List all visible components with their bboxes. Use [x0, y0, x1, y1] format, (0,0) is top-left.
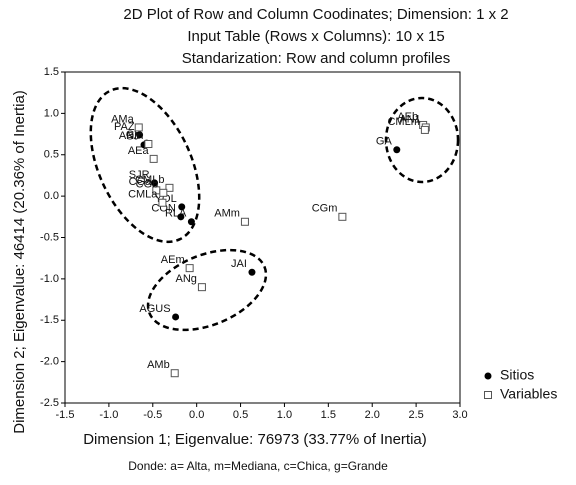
point-label: GA [376, 136, 393, 148]
point [170, 369, 179, 378]
point [248, 268, 256, 276]
y-tick-label: -2.0 [40, 356, 59, 368]
x-tick-label: 0.0 [189, 409, 204, 421]
x-tick-label: 2.5 [408, 409, 423, 421]
point [172, 313, 180, 321]
point [185, 264, 194, 273]
y-tick-label: -2.5 [40, 397, 59, 409]
cluster-ellipse [89, 86, 201, 244]
point-label: AMm [214, 208, 240, 220]
y-tick-label: -1.0 [40, 273, 59, 285]
x-tick-label: -1.0 [99, 409, 118, 421]
point-label: CGb [136, 179, 159, 191]
point-label: CON [151, 203, 176, 215]
point [187, 218, 195, 226]
point-label: ANm [119, 130, 143, 142]
point-label: ANg [176, 273, 197, 285]
point-label: AN1 [399, 113, 420, 125]
point [136, 131, 144, 139]
point [151, 179, 159, 187]
legend-marker [484, 372, 492, 380]
title-line: Standarization: Row and column profiles [182, 50, 450, 67]
point [197, 283, 206, 292]
legend-marker [484, 391, 492, 399]
y-tick-label: 0.0 [44, 190, 59, 202]
point [158, 198, 167, 207]
point-label: PAZ [114, 121, 135, 133]
x-tick-label: 2.0 [365, 409, 380, 421]
x-tick-label: -0.5 [143, 409, 162, 421]
point [240, 217, 249, 226]
point-label: SJR [129, 169, 150, 181]
point-label: CMLa [128, 189, 158, 201]
cluster-ellipse [384, 96, 460, 184]
legend-label: Sitios [500, 367, 534, 383]
title-line: 2D Plot of Row and Column Coodinates; Di… [123, 6, 508, 23]
point-label: SJ [126, 131, 139, 143]
y-axis-label: Dimension 2; Eigenvalue: 46414 (20.36% o… [11, 90, 28, 434]
point-label: AMb [147, 359, 170, 371]
point-label: CGa [129, 176, 153, 188]
note: Donde: a= Alta, m=Mediana, c=Chica, g=Gr… [128, 459, 388, 473]
title-line: Input Table (Rows x Columns): 10 x 15 [187, 28, 444, 45]
point [178, 203, 186, 211]
point [393, 146, 401, 154]
cluster-ellipses [89, 86, 460, 332]
x-tick-label: 1.0 [277, 409, 292, 421]
cluster-ellipse [146, 248, 268, 332]
legend-label: Variables [500, 386, 557, 402]
x-tick-label: 3.0 [452, 409, 467, 421]
y-tick-label: 0.5 [44, 149, 59, 161]
point-label: AGUS [139, 303, 170, 315]
x-tick-label: 0.5 [233, 409, 248, 421]
x-tick-label: 1.5 [321, 409, 336, 421]
point [159, 188, 168, 197]
point-label: AEb [397, 111, 418, 123]
point-label: CMLb [135, 174, 164, 186]
y-tick-label: 1.0 [44, 107, 59, 119]
point [144, 139, 153, 148]
y-tick-label: -0.5 [40, 231, 59, 243]
point [134, 123, 143, 132]
point-label: AEa [128, 145, 150, 157]
point-label: GV [126, 129, 143, 141]
point [165, 183, 174, 192]
x-axis-label: Dimension 1; Eigenvalue: 76973 (33.77% o… [83, 431, 427, 448]
point-label: CMLm [387, 116, 419, 128]
point [338, 212, 347, 221]
point-label: AEm [161, 254, 185, 266]
point [420, 125, 429, 134]
point-label: CGm [312, 203, 338, 215]
point-label: JAI [231, 258, 247, 270]
y-tick-label: 1.5 [44, 66, 59, 78]
point-label: AMa [111, 113, 135, 125]
y-tick-label: -1.5 [40, 314, 59, 326]
point [149, 154, 158, 163]
x-tick-label: -1.5 [56, 409, 75, 421]
point [177, 213, 185, 221]
